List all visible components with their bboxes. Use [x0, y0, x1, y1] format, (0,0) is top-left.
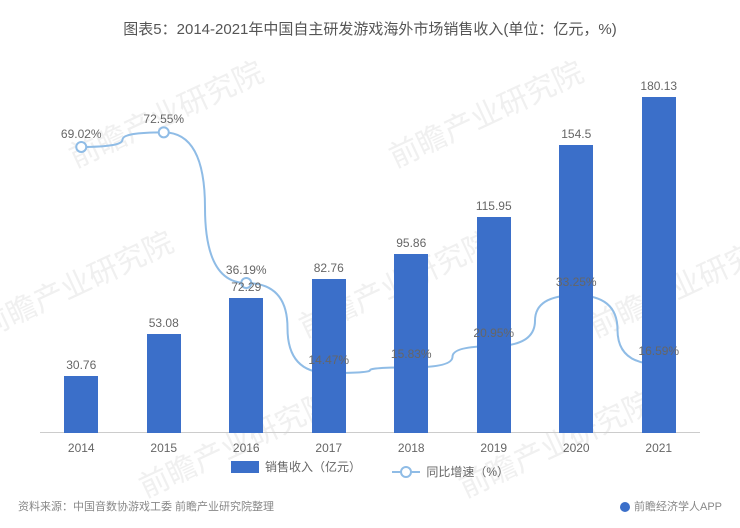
x-axis-label: 2019	[480, 441, 507, 455]
line-value-label: 69.02%	[61, 127, 102, 141]
bar-value-label: 95.86	[396, 236, 426, 250]
source-text: 资料来源：中国音数协游戏工委 前瞻产业研究院整理	[18, 498, 274, 514]
bar-value-label: 72.29	[231, 280, 261, 294]
bar	[642, 97, 676, 433]
legend-label-bar: 销售收入（亿元）	[265, 458, 361, 475]
x-axis-label: 2017	[315, 441, 342, 455]
chart-column: 30.76201469.02%	[40, 60, 123, 433]
bar-value-label: 30.76	[66, 358, 96, 372]
x-axis-label: 2014	[68, 441, 95, 455]
bar	[477, 217, 511, 433]
line-value-label: 33.25%	[556, 275, 597, 289]
bar-value-label: 82.76	[314, 261, 344, 275]
brand-label: 前瞻经济学人APP	[634, 501, 722, 513]
line-value-label: 14.47%	[308, 353, 349, 367]
line-value-label: 72.55%	[143, 112, 184, 126]
bar	[229, 298, 263, 433]
line-value-label: 36.19%	[226, 263, 267, 277]
bar	[147, 334, 181, 433]
brand-icon	[620, 502, 630, 512]
chart-column: 53.08201572.55%	[123, 60, 206, 433]
line-value-label: 16.59%	[638, 344, 679, 358]
legend-item-bar: 销售收入（亿元）	[231, 458, 361, 475]
legend-swatch-line	[392, 471, 420, 473]
x-axis-label: 2021	[645, 441, 672, 455]
chart-column: 95.86201815.83%	[370, 60, 453, 433]
chart-area: 30.76201469.02%53.08201572.55%72.2920163…	[40, 60, 700, 433]
bar-value-label: 115.95	[476, 199, 512, 213]
bar	[64, 376, 98, 433]
legend-label-line: 同比增速（%）	[426, 463, 509, 480]
legend-item-line: 同比增速（%）	[392, 463, 509, 480]
chart-title: 图表5：2014-2021年中国自主研发游戏海外市场销售收入(单位：亿元，%)	[0, 0, 740, 39]
legend: 销售收入（亿元） 同比增速（%）	[0, 458, 740, 480]
line-value-label: 20.95%	[473, 326, 514, 340]
x-axis-label: 2018	[398, 441, 425, 455]
chart-column: 180.13202116.59%	[618, 60, 701, 433]
line-value-label: 15.83%	[391, 347, 432, 361]
x-axis-label: 2016	[233, 441, 260, 455]
bar-value-label: 180.13	[640, 79, 677, 93]
bar-value-label: 154.5	[561, 127, 591, 141]
chart-column: 82.76201714.47%	[288, 60, 371, 433]
bar-value-label: 53.08	[149, 316, 179, 330]
brand-text: 前瞻经济学人APP	[620, 498, 722, 514]
legend-swatch-bar	[231, 461, 259, 473]
x-axis-label: 2015	[150, 441, 177, 455]
chart-column: 154.5202033.25%	[535, 60, 618, 433]
x-axis-label: 2020	[563, 441, 590, 455]
bar	[394, 254, 428, 433]
chart-column: 72.29201636.19%	[205, 60, 288, 433]
chart-column: 115.95201920.95%	[453, 60, 536, 433]
